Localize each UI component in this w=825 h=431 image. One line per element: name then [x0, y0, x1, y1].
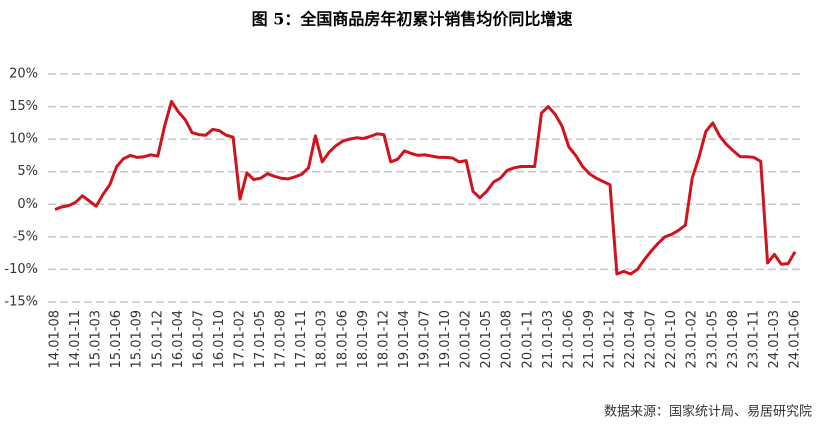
- x-tick-label: 16.01-04: [171, 310, 186, 368]
- y-tick-label: 10%: [9, 132, 38, 147]
- x-tick-label: 14.01-11: [68, 310, 83, 368]
- x-tick-label: 24.01-06: [788, 310, 803, 368]
- x-tick-label: 14.01-08: [48, 310, 63, 368]
- x-tick-label: 21.01-06: [561, 310, 576, 368]
- x-tick-label: 18.01-06: [335, 310, 350, 368]
- x-tick-label: 15.01-03: [89, 310, 104, 368]
- x-tick-label: 20.01-11: [520, 310, 535, 368]
- x-tick-label: 17.01-11: [294, 310, 309, 368]
- y-tick-label: -5%: [13, 229, 38, 244]
- x-tick-label: 21.01-03: [541, 310, 556, 368]
- x-tick-label: 23.01-08: [726, 310, 741, 368]
- x-tick-label: 15.01-09: [130, 310, 145, 368]
- x-tick-label: 20.01-02: [459, 310, 474, 368]
- y-tick-label: 5%: [17, 164, 38, 179]
- x-tick-label: 20.01-08: [500, 310, 515, 368]
- x-tick-label: 16.01-10: [212, 310, 227, 368]
- x-tick-label: 19.01-07: [418, 310, 433, 368]
- x-tick-label: 23.01-05: [705, 310, 720, 368]
- chart-title: 图 5：全国商品房年初累计销售均价同比增速: [252, 10, 573, 29]
- x-tick-label: 22.01-04: [623, 310, 638, 368]
- series-line: [54, 99, 797, 276]
- source-note: 数据来源：国家统计局、易居研究院: [604, 404, 812, 420]
- x-tick-label: 22.01-10: [664, 310, 679, 368]
- y-tick-label: 20%: [9, 67, 38, 82]
- x-tick-label: 15.01-12: [150, 310, 165, 368]
- x-tick-label: 21.01-09: [582, 310, 597, 368]
- x-tick-label: 18.01-09: [356, 310, 371, 368]
- y-tick-label: 0%: [17, 197, 38, 212]
- x-tick-label: 17.01-05: [253, 310, 268, 368]
- x-tick-label: 19.01-04: [397, 310, 412, 368]
- y-tick-label: -15%: [4, 295, 38, 310]
- y-tick-label: 15%: [9, 99, 38, 114]
- x-tick-label: 22.01-07: [644, 310, 659, 368]
- x-tick-label: 24.01-03: [767, 310, 782, 368]
- x-tick-label: 18.01-12: [376, 310, 391, 368]
- x-tick-label: 23.01-02: [685, 310, 700, 368]
- x-tick-label: 17.01-02: [233, 310, 248, 368]
- x-tick-label: 20.01-05: [479, 310, 494, 368]
- x-tick-label: 23.01-11: [746, 310, 761, 368]
- x-tick-label: 21.01-12: [603, 310, 618, 368]
- x-tick-label: 16.01-07: [191, 310, 206, 368]
- x-tick-label: 19.01-10: [438, 310, 453, 368]
- y-tick-label: -10%: [4, 262, 38, 277]
- x-tick-label: 18.01-03: [315, 310, 330, 368]
- x-tick-label: 15.01-06: [109, 310, 124, 368]
- x-tick-label: 17.01-08: [274, 310, 289, 368]
